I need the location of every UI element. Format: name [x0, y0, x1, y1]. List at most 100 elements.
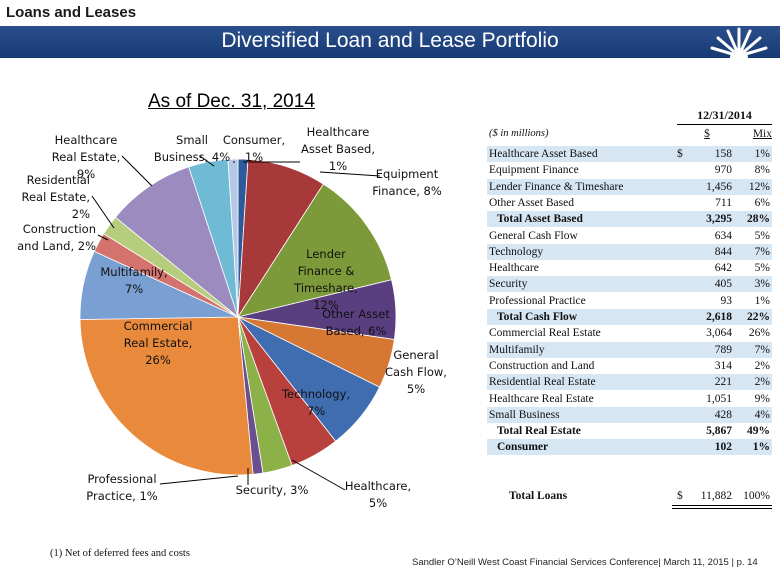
- table-row: Healthcare 642 5%: [487, 260, 772, 276]
- slice-label-line: Residential: [27, 173, 90, 187]
- slice-label: Multifamily, 7%: [100, 265, 167, 296]
- slice-label: Small Business, 4%: [154, 133, 230, 164]
- row-currency: $: [677, 148, 683, 160]
- row-amount: 221: [714, 376, 732, 389]
- row-amount: 711: [715, 196, 732, 209]
- table-row: Multifamily 789 7%: [487, 341, 772, 358]
- slice-label-line: General: [393, 348, 438, 362]
- row-mix: 1%: [752, 441, 770, 454]
- table-row: Total Asset Based 3,295 28%: [487, 211, 772, 228]
- row-label: Small Business: [489, 408, 560, 421]
- slice-label-line: 9%: [77, 167, 95, 181]
- double-underline: [672, 505, 772, 509]
- slice-label: Commercial Real Estate, 26%: [124, 319, 193, 367]
- row-mix: 12%: [748, 180, 770, 193]
- slice-label-line: Security, 3%: [236, 483, 309, 497]
- slice-label-line: Timeshare,: [293, 281, 358, 295]
- slice-label-line: Small: [176, 133, 208, 147]
- table-row: Commercial Real Estate 3,064 26%: [487, 325, 772, 341]
- slice-label: Lender Finance & Timeshare, 12%: [293, 247, 358, 312]
- row-mix: 2%: [754, 359, 770, 372]
- total-label: Total Loans: [509, 490, 568, 502]
- units-label: ($ in millions): [489, 128, 549, 139]
- table-row: Construction and Land 314 2%: [487, 358, 772, 374]
- title-banner: Diversified Loan and Lease Portfolio: [0, 26, 780, 58]
- header-rule: [677, 124, 772, 125]
- pie-slice: [114, 166, 239, 319]
- slice-label-line: and Land, 2%: [17, 239, 96, 253]
- slice-label-line: 7%: [307, 404, 325, 418]
- slice-label-line: Healthcare: [55, 133, 118, 147]
- slice-label-line: 7%: [125, 282, 143, 296]
- slice-label-line: Professional: [87, 472, 156, 486]
- row-mix: 9%: [754, 392, 770, 405]
- row-label: Residential Real Estate: [489, 376, 596, 389]
- pie-slice: [79, 316, 254, 476]
- total-amount: 11,882: [700, 490, 732, 502]
- slice-label-line: 26%: [145, 353, 171, 367]
- slice-label-line: Cash Flow,: [385, 365, 447, 379]
- slice-label: Healthcare Asset Based, 1%: [301, 125, 375, 173]
- row-mix: 22%: [747, 311, 770, 323]
- row-amount: 970: [714, 164, 732, 177]
- slice-label: Healthcare, 5%: [345, 479, 411, 510]
- col-mix-header: Mix: [752, 128, 772, 140]
- sunburst-logo-icon: [710, 27, 768, 58]
- table-row: Lender Finance & Timeshare 1,456 12%: [487, 178, 772, 195]
- table-row: Technology 844 7%: [487, 243, 772, 260]
- slice-label-line: Business, 4%: [154, 150, 230, 164]
- leader-line: [121, 155, 153, 187]
- row-amount: 158: [714, 148, 732, 160]
- row-label: Equipment Finance: [489, 164, 579, 177]
- slice-label-line: Real Estate,: [52, 150, 121, 164]
- row-mix: 7%: [754, 245, 770, 258]
- slice-label-line: Real Estate,: [124, 336, 193, 350]
- row-amount: 634: [714, 229, 732, 242]
- leader-line: [91, 195, 115, 229]
- slice-label-line: Multifamily,: [100, 265, 167, 279]
- leader-line: [319, 171, 381, 177]
- row-label: Multifamily: [489, 343, 545, 356]
- slice-label: General Cash Flow, 5%: [385, 348, 447, 396]
- row-mix: 1%: [754, 294, 770, 307]
- slice-label-line: Healthcare: [307, 125, 370, 139]
- row-label: Technology: [489, 245, 544, 258]
- row-amount: 3,295: [706, 213, 732, 226]
- row-mix: 2%: [754, 376, 770, 389]
- row-label: Healthcare Asset Based: [489, 148, 598, 160]
- row-amount: 789: [714, 343, 732, 356]
- slice-label-line: Construction: [23, 222, 96, 236]
- slice-label: Residential Real Estate, 2%: [21, 173, 90, 221]
- table-row: Small Business 428 4%: [487, 406, 772, 423]
- row-amount: 102: [714, 441, 732, 454]
- row-amount: 1,051: [706, 392, 732, 405]
- row-label: Total Asset Based: [497, 213, 583, 226]
- row-label: Construction and Land: [489, 359, 595, 372]
- col-dollar-header: $: [704, 128, 710, 140]
- slice-label: Construction and Land, 2%: [17, 222, 96, 253]
- row-mix: 26%: [748, 327, 770, 340]
- row-mix: 6%: [754, 196, 770, 209]
- total-loans-row: Total Loans $ 11,882 100%: [487, 488, 772, 505]
- section-title: Loans and Leases: [6, 4, 137, 21]
- pie-chart: Healthcare Asset Based, 1% Equipment Finance…: [17, 125, 447, 510]
- slice-label-line: Other Asset: [322, 307, 390, 321]
- row-label: Lender Finance & Timeshare: [489, 180, 624, 193]
- slice-label: Professional Practice, 1%: [86, 472, 158, 503]
- leader-line: [97, 234, 109, 241]
- pie-slice: [227, 158, 239, 318]
- row-amount: 642: [714, 262, 732, 275]
- table-row: Healthcare Asset Based $158 1%: [487, 146, 772, 162]
- row-amount: 3,064: [706, 327, 732, 340]
- pie-slice: [237, 183, 393, 318]
- slice-label-line: 1%: [245, 150, 263, 164]
- row-label: Professional Practice: [489, 294, 586, 307]
- slice-label-line: 1%: [329, 159, 347, 173]
- slice-label-line: Finance, 8%: [372, 184, 442, 198]
- table-row: General Cash Flow 634 5%: [487, 228, 772, 244]
- row-mix: 3%: [754, 278, 770, 291]
- total-currency: $: [677, 490, 683, 502]
- slice-label-line: Practice, 1%: [86, 489, 158, 503]
- row-mix: 8%: [754, 164, 770, 177]
- row-label: Healthcare Real Estate: [489, 392, 594, 405]
